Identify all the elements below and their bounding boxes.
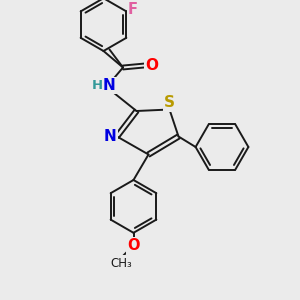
Text: O: O: [127, 238, 140, 253]
Text: N: N: [104, 129, 117, 144]
Text: N: N: [103, 78, 116, 93]
Text: CH₃: CH₃: [110, 257, 132, 270]
Text: H: H: [91, 79, 103, 92]
Text: S: S: [164, 95, 175, 110]
Text: F: F: [128, 2, 138, 17]
Text: O: O: [146, 58, 159, 73]
